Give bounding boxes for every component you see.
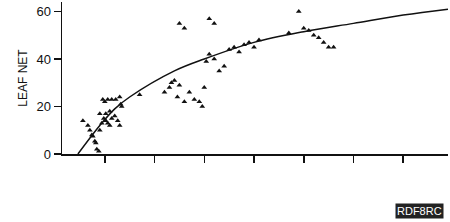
svg-text:40: 40 xyxy=(36,52,50,67)
svg-text:60: 60 xyxy=(36,4,50,19)
svg-text:LEAF NET: LEAF NET xyxy=(16,49,30,107)
svg-text:0: 0 xyxy=(44,147,51,162)
svg-text:RDF8RC: RDF8RC xyxy=(397,205,442,217)
svg-text:20: 20 xyxy=(36,99,50,114)
